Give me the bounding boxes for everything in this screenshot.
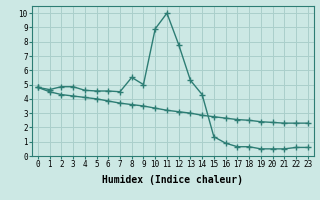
X-axis label: Humidex (Indice chaleur): Humidex (Indice chaleur) [102, 175, 243, 185]
